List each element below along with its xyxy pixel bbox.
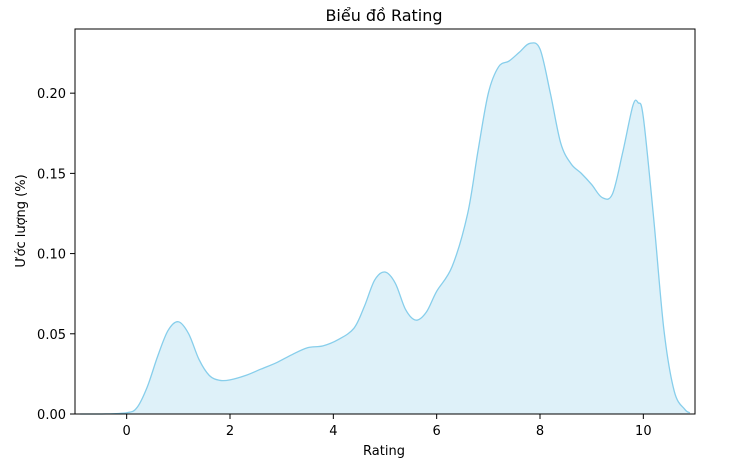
y-tick-label: 0.05 (37, 328, 66, 343)
x-tick-label: 4 (329, 424, 337, 439)
density-line-0 (80, 42, 691, 415)
x-tick-label: 0 (123, 424, 131, 439)
x-axis: 0 2 4 6 8 10 (123, 414, 652, 439)
y-axis-label: Ước lượng (%) (14, 174, 29, 267)
x-axis-label: Rating (363, 444, 405, 459)
y-axis: 0.00 0.05 0.10 0.15 0.20 (37, 87, 75, 423)
x-tick-label: 10 (635, 424, 652, 439)
y-tick-label: 0.00 (37, 408, 66, 423)
x-tick-label: 2 (226, 424, 234, 439)
x-tick-label: 8 (536, 424, 544, 439)
y-tick-label: 0.20 (37, 87, 66, 102)
plot-area (80, 42, 691, 415)
x-tick-label: 6 (433, 424, 441, 439)
chart-title: Biểu đồ Rating (325, 6, 442, 25)
y-tick-label: 0.10 (37, 248, 66, 263)
plot-frame (74, 28, 696, 415)
density-area-0 (80, 42, 690, 415)
y-tick-label: 0.15 (37, 167, 66, 182)
